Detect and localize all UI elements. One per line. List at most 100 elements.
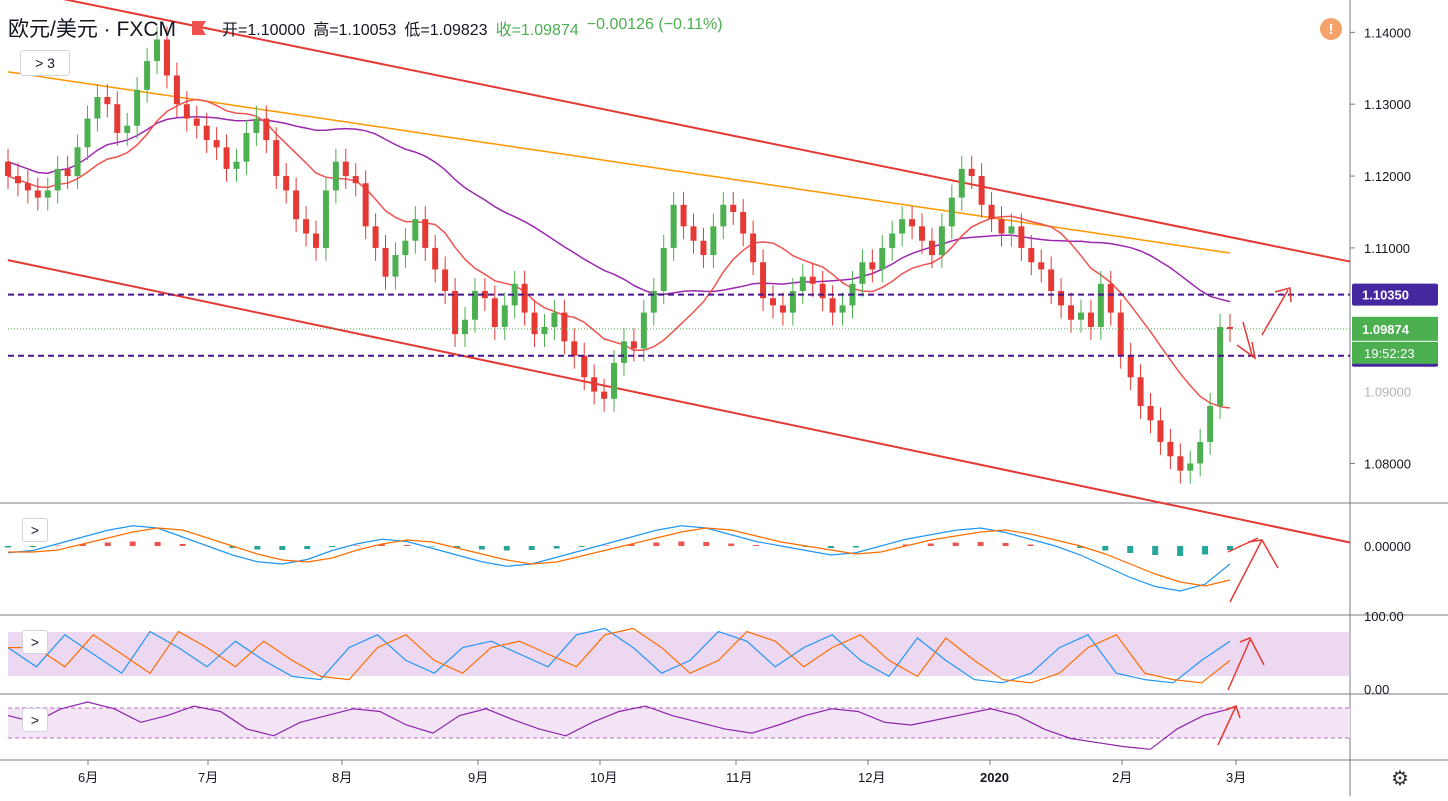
- candle-body: [183, 104, 190, 119]
- macd-histogram-bar: [29, 546, 36, 547]
- candle-body: [24, 183, 31, 191]
- macd-histogram-bar: [852, 546, 859, 548]
- countdown-label: 19:52:23: [1364, 346, 1415, 361]
- macd-histogram-bar: [304, 546, 311, 549]
- candle-body: [1177, 456, 1184, 471]
- macd-histogram-bar: [129, 541, 136, 546]
- macd-histogram-bar: [453, 546, 460, 548]
- candle-body: [154, 39, 161, 62]
- macd-histogram-bar: [104, 542, 111, 546]
- candle-body: [412, 219, 419, 241]
- price-tick-label: 1.14000: [1364, 25, 1411, 40]
- candle-body: [94, 97, 101, 119]
- candle-body: [64, 168, 71, 177]
- candle-body: [730, 204, 737, 212]
- candle-body: [223, 147, 230, 169]
- candle-body: [382, 247, 389, 277]
- candle-body: [869, 262, 876, 270]
- macd-histogram-bar: [254, 546, 261, 550]
- candle-body: [909, 219, 916, 227]
- macd-histogram-bar: [528, 546, 535, 550]
- candle-body: [769, 298, 776, 306]
- macd-histogram-bar: [753, 545, 760, 546]
- market-flag-icon: [192, 21, 206, 35]
- gear-icon[interactable]: ⚙: [1391, 767, 1409, 790]
- macd-histogram-bar: [553, 546, 560, 549]
- candle-body: [998, 219, 1005, 234]
- candle-body: [988, 204, 995, 220]
- candle-body: [938, 226, 945, 256]
- candle-body: [203, 125, 210, 141]
- price-tick-label: 1.12000: [1364, 169, 1411, 184]
- macd-histogram-bar: [1127, 546, 1134, 553]
- candle-body: [829, 298, 836, 313]
- candle-body: [312, 233, 319, 248]
- candle-body: [710, 226, 717, 256]
- time-tick-label: 6月: [78, 770, 98, 785]
- candle-body: [750, 233, 757, 263]
- candle-body: [511, 283, 518, 306]
- candle-body: [1058, 291, 1065, 306]
- candle-body: [44, 190, 51, 198]
- stoch-collapse-button[interactable]: >: [22, 630, 48, 654]
- candle-body: [809, 276, 816, 284]
- macd-collapse-button[interactable]: >: [22, 518, 48, 542]
- macd-histogram-bar: [827, 546, 834, 548]
- candle-body: [958, 168, 965, 198]
- stoch-tick-label: 0.00: [1364, 682, 1389, 697]
- candle-body: [263, 118, 270, 141]
- candle-body: [571, 341, 578, 356]
- candle-body: [372, 226, 379, 248]
- candle-body: [114, 104, 121, 133]
- candle-body: [322, 190, 329, 248]
- symbol-title[interactable]: 欧元/美元 · FXCM: [8, 18, 176, 41]
- candle-body: [978, 176, 985, 205]
- macd-signal-line: [8, 527, 1231, 587]
- time-tick-label: 2月: [1112, 770, 1132, 785]
- candle-body: [1207, 405, 1214, 442]
- macd-histogram-bar: [1077, 546, 1084, 548]
- candle-body: [789, 291, 796, 313]
- candle-body: [352, 176, 359, 184]
- macd-histogram-bar: [503, 546, 510, 551]
- macd-histogram-bar: [1102, 546, 1109, 551]
- open-value: 开=1.10000: [222, 22, 306, 39]
- candle-body: [799, 276, 806, 292]
- candle-body: [531, 312, 538, 335]
- candle-body: [1107, 283, 1114, 313]
- candle-body: [193, 118, 200, 126]
- candle-body: [521, 283, 528, 313]
- macd-histogram-bar: [1202, 546, 1209, 555]
- candle-body: [968, 168, 975, 177]
- time-tick-label: 11月: [726, 770, 753, 785]
- candle-body: [5, 161, 11, 177]
- macd-histogram-bar: [329, 546, 336, 547]
- indicators-toggle-button[interactable]: > 3: [20, 50, 70, 76]
- candle-body: [283, 176, 290, 191]
- ohlc-values: 开=1.10000 高=1.10053 低=1.09823 收=1.09874 …: [222, 16, 723, 40]
- candle-body: [948, 197, 955, 227]
- candle-body: [243, 132, 250, 162]
- candle-body: [342, 161, 349, 177]
- candle-body: [1077, 312, 1084, 320]
- stoch-tick-label: 100.00: [1364, 609, 1404, 624]
- candle-body: [551, 312, 558, 327]
- macd-histogram-bar: [1177, 546, 1184, 556]
- candle-body: [303, 219, 310, 234]
- alert-icon[interactable]: !: [1320, 18, 1342, 40]
- candle-body: [84, 118, 91, 148]
- candle-body: [1217, 326, 1224, 406]
- time-tick-label: 8月: [332, 770, 352, 785]
- candle-body: [213, 140, 220, 148]
- candle-body: [1197, 441, 1204, 464]
- candle-body: [1147, 405, 1154, 421]
- candle-body: [879, 247, 886, 270]
- annotation-arrow: [1236, 321, 1257, 360]
- rsi-collapse-button[interactable]: >: [22, 708, 48, 732]
- candle-body: [14, 176, 21, 184]
- candle-body: [541, 326, 548, 335]
- candle-body: [601, 391, 608, 399]
- macd-histogram-bar: [229, 546, 236, 548]
